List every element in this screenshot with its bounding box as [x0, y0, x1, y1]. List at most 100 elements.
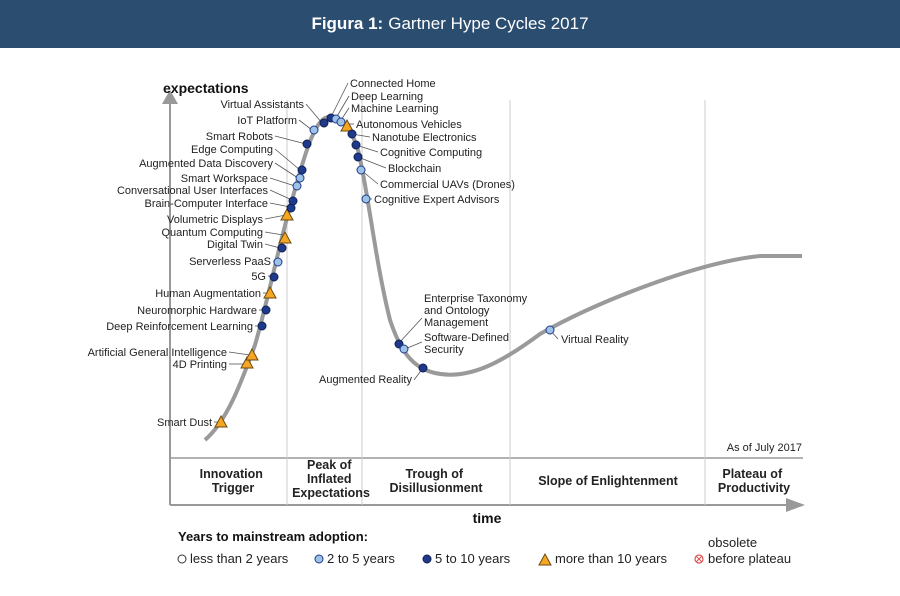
legend-label-gt10: more than 10 years: [555, 551, 668, 566]
phase-plateau-line1: Plateau of: [722, 467, 783, 481]
marker-smart-dust: [214, 414, 228, 428]
tech-label-deep-reinforcement-learning: Deep Reinforcement Learning: [106, 321, 253, 333]
figure-header: Figura 1: Gartner Hype Cycles 2017: [0, 0, 900, 48]
tech-label-nanotube-electronics: Nanotube Electronics: [372, 132, 477, 144]
tech-label-smart-dust: Smart Dust: [157, 417, 212, 429]
legend-marker-lt2: [177, 554, 187, 564]
legend-label-5to10: 5 to 10 years: [435, 551, 511, 566]
legend-marker-2to5: [314, 554, 324, 564]
tech-label-software-defined-security: Software-Defined Security: [424, 332, 512, 356]
tech-label-cognitive-computing: Cognitive Computing: [380, 147, 482, 159]
tech-label-5g: 5G: [251, 271, 266, 283]
phase-plateau-line2: Productivity: [718, 481, 790, 495]
phase-slope: Slope of Enlightenment: [538, 474, 678, 488]
tech-label-agi: Artificial General Intelligence: [88, 347, 227, 359]
legend-marker-5to10: [422, 554, 432, 564]
marker-edge-computing: [297, 165, 307, 175]
tech-label-4d-printing: 4D Printing: [173, 359, 227, 371]
tech-label-quantum-computing: Quantum Computing: [162, 227, 264, 239]
tech-label-autonomous-vehicles: Autonomous Vehicles: [356, 119, 462, 131]
marker-virtual-reality: [545, 325, 555, 335]
tech-label-enterprise-taxonomy-line3: Management: [424, 317, 488, 329]
tech-label-deep-learning: Deep Learning: [351, 91, 423, 103]
figure-label: Figura 1:: [311, 14, 384, 33]
tech-label-edge-computing: Edge Computing: [191, 144, 273, 156]
phase-innovation-trigger-line1: Innovation: [200, 467, 263, 481]
legend-label-2to5: 2 to 5 years: [327, 551, 395, 566]
phase-peak-line3: Expectations: [292, 486, 370, 500]
figure-title: Gartner Hype Cycles 2017: [388, 14, 589, 33]
tech-label-software-defined-security-line1: Software-Defined: [424, 332, 509, 344]
marker-quantum-computing: [278, 230, 292, 244]
tech-label-augmented-reality: Augmented Reality: [319, 374, 412, 386]
marker-software-defined-security: [399, 344, 409, 354]
marker-artificial-general-intelligence: [245, 347, 259, 361]
tech-label-cognitive-expert-advisors: Cognitive Expert Advisors: [374, 194, 500, 206]
marker-smart-robots: [302, 139, 312, 149]
marker-serverless-paas: [273, 257, 283, 267]
tech-label-brain-computer-interface: Brain-Computer Interface: [145, 198, 269, 210]
marker-human-augmentation: [263, 285, 277, 299]
marker-autonomous-vehicles: [340, 118, 354, 132]
marker-cognitive-computing: [351, 140, 361, 150]
technology-markers: [214, 113, 555, 428]
tech-label-virtual-assistants: Virtual Assistants: [220, 99, 304, 111]
tech-label-volumetric-displays: Volumetric Displays: [167, 214, 263, 226]
y-axis-label: expectations: [163, 80, 249, 96]
tech-label-smart-workspace: Smart Workspace: [181, 173, 268, 185]
tech-label-commercial-uavs: Commercial UAVs (Drones): [380, 179, 515, 191]
tech-label-blockchain: Blockchain: [388, 163, 441, 175]
x-axis-label: time: [473, 510, 502, 526]
marker-commercial-uavs-drones: [356, 165, 366, 175]
tech-label-enterprise-taxonomy: Enterprise Taxonomy and Ontology Managem…: [424, 293, 530, 329]
marker-smart-workspace: [292, 181, 302, 191]
phase-trough: Trough of Disillusionment: [389, 467, 483, 495]
legend-label-obsolete: obsolete before plateau: [708, 535, 791, 566]
marker-deep-reinforcement-learning: [257, 321, 267, 331]
tech-label-connected-home: Connected Home: [350, 78, 436, 90]
marker-cognitive-expert-advisors: [361, 194, 371, 204]
tech-label-machine-learning: Machine Learning: [351, 103, 438, 115]
marker-augmented-data-discovery: [295, 173, 305, 183]
tech-label-human-augmentation: Human Augmentation: [155, 288, 261, 300]
technology-labels: Smart Dust 4D Printing Artificial Genera…: [88, 78, 630, 429]
phase-peak-line2: Inflated: [307, 472, 351, 486]
marker-augmented-reality: [418, 363, 428, 373]
y-axis-arrow: [162, 90, 178, 104]
marker-conversational-user-interfaces: [288, 196, 298, 206]
marker-volumetric-displays: [280, 207, 294, 221]
marker-digital-twin: [277, 243, 287, 253]
tech-label-enterprise-taxonomy-line1: Enterprise Taxonomy: [424, 293, 528, 305]
legend-label-obsolete-line1: obsolete: [708, 535, 757, 550]
legend: less than 2 years 2 to 5 years 5 to 10 y…: [177, 535, 791, 566]
as-of-note: As of July 2017: [727, 442, 802, 454]
phase-plateau: Plateau of Productivity: [718, 467, 790, 495]
tech-label-serverless-paas: Serverless PaaS: [189, 256, 271, 268]
legend-title: Years to mainstream adoption:: [178, 529, 368, 544]
marker-4d-printing: [240, 355, 254, 369]
marker-virtual-assistants: [319, 118, 329, 128]
tech-label-digital-twin: Digital Twin: [207, 239, 263, 251]
tech-label-virtual-reality: Virtual Reality: [561, 334, 629, 346]
marker-neuromorphic-hardware: [261, 305, 271, 315]
phase-innovation-trigger-line2: Trigger: [212, 481, 255, 495]
tech-label-conversational-ui: Conversational User Interfaces: [117, 185, 269, 197]
marker-blockchain: [353, 152, 363, 162]
tech-label-iot-platform: IoT Platform: [237, 115, 297, 127]
marker-5g: [269, 272, 279, 282]
tech-label-software-defined-security-line2: Security: [424, 344, 464, 356]
marker-iot-platform: [309, 125, 319, 135]
legend-label-lt2: less than 2 years: [190, 551, 289, 566]
tech-label-neuromorphic-hardware: Neuromorphic Hardware: [137, 305, 257, 317]
phase-trough-line1: Trough of: [405, 467, 463, 481]
legend-label-obsolete-line2: before plateau: [708, 551, 791, 566]
tech-label-augmented-data-discovery: Augmented Data Discovery: [139, 158, 273, 170]
legend-marker-gt10: [538, 552, 552, 566]
marker-machine-learning: [336, 117, 346, 127]
tech-label-enterprise-taxonomy-line2: and Ontology: [424, 305, 490, 317]
phase-trough-line2: Disillusionment: [389, 481, 483, 495]
marker-nanotube-electronics: [347, 129, 357, 139]
phase-peak: Peak of Inflated Expectations: [292, 458, 370, 500]
x-axis-arrow: [786, 498, 805, 512]
